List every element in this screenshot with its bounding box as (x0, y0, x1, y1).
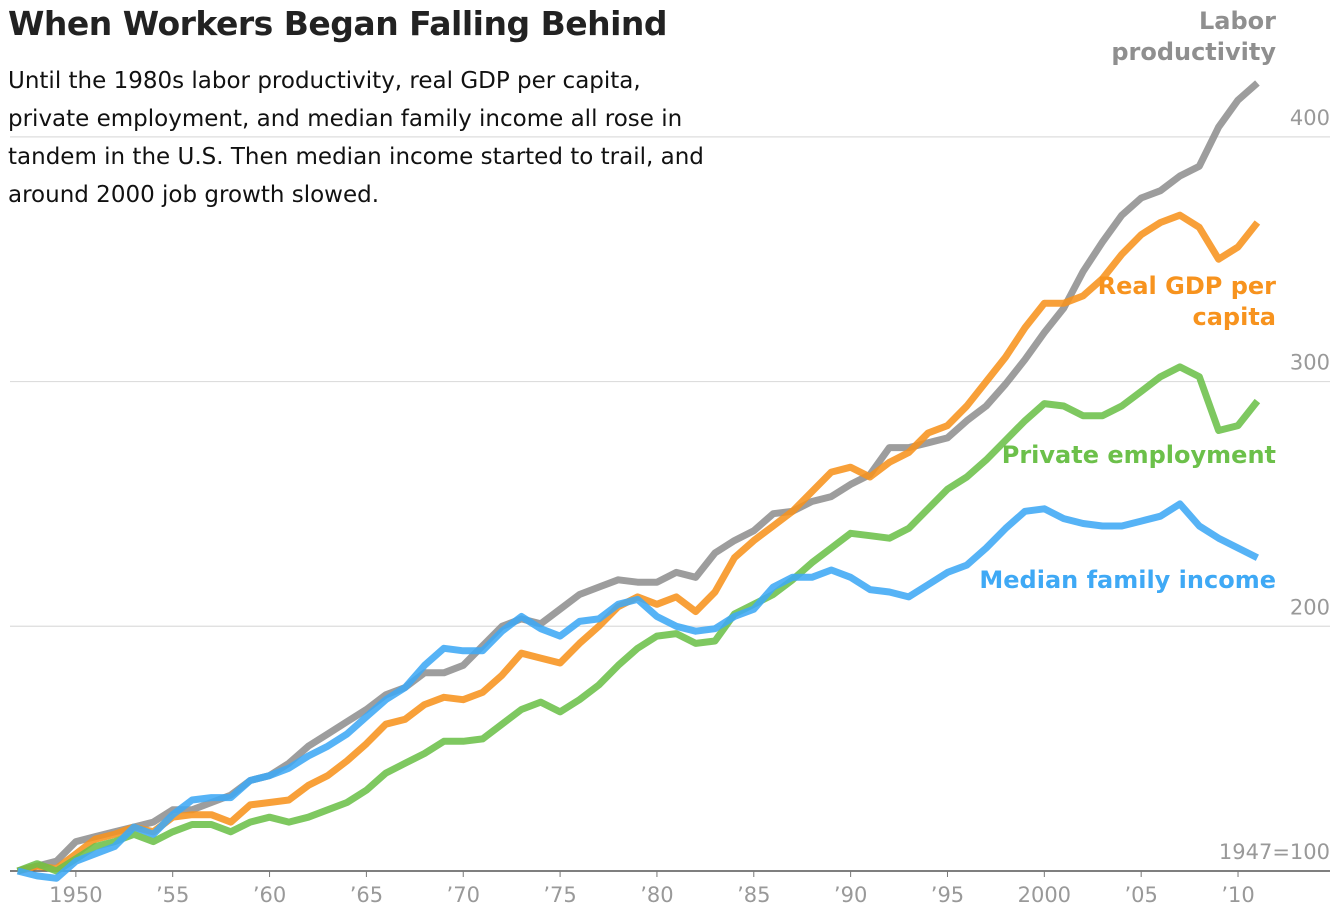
legend-label: Labor productivity (1111, 7, 1276, 66)
legend-label: Real GDP per capita (1097, 272, 1276, 331)
y-tick-label: 200 (1290, 595, 1330, 619)
chart-title: When Workers Began Falling Behind (8, 4, 668, 43)
y-tick-label: 300 (1290, 351, 1330, 375)
series-line (16, 363, 1261, 875)
legend-label: Median family income (979, 566, 1276, 594)
x-tick-label: ’70 (447, 883, 480, 907)
series-line (16, 211, 1261, 875)
x-tick-label: ’80 (640, 883, 673, 907)
x-tick-label: ’75 (543, 883, 576, 907)
y-tick-label: 1947=100 (1219, 840, 1330, 864)
legend-label: Private employment (1001, 441, 1276, 469)
x-tick-label: ’60 (253, 883, 286, 907)
x-tick-label: 2000 (1018, 883, 1071, 907)
x-tick-label: ’90 (834, 883, 867, 907)
x-tick-label: 1950 (49, 883, 102, 907)
x-tick-label: ’05 (1124, 883, 1157, 907)
x-tick-label: ’65 (350, 883, 383, 907)
x-tick-label: ’95 (931, 883, 964, 907)
chart-subtitle: Until the 1980s labor productivity, real… (8, 68, 704, 208)
series-line (16, 500, 1259, 882)
y-tick-label: 400 (1290, 106, 1330, 130)
x-tick-label: ’55 (156, 883, 189, 907)
x-tick-label: ’85 (737, 883, 770, 907)
x-tick-label: ’10 (1221, 883, 1254, 907)
